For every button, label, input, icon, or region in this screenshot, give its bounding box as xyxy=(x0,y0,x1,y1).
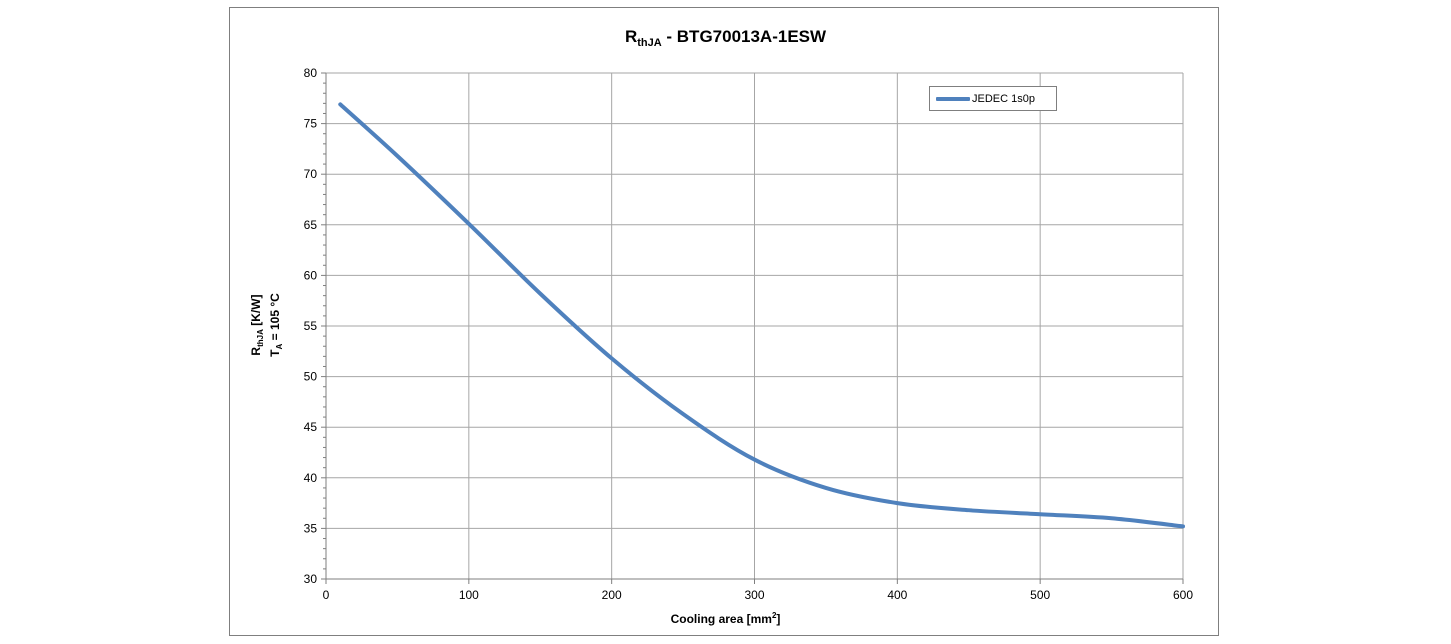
chart-area xyxy=(229,7,1219,636)
legend-swatch xyxy=(936,96,970,101)
legend-entry-label: JEDEC 1s0p xyxy=(972,92,1035,105)
x-axis-label: Cooling area [mm2] xyxy=(670,611,781,626)
legend: JEDEC 1s0p xyxy=(929,86,1057,111)
y-axis-label: RthJA [K/W] TA = 105 °C xyxy=(249,293,284,357)
chart-title: RthJA - BTG70013A-1ESW xyxy=(624,27,827,49)
